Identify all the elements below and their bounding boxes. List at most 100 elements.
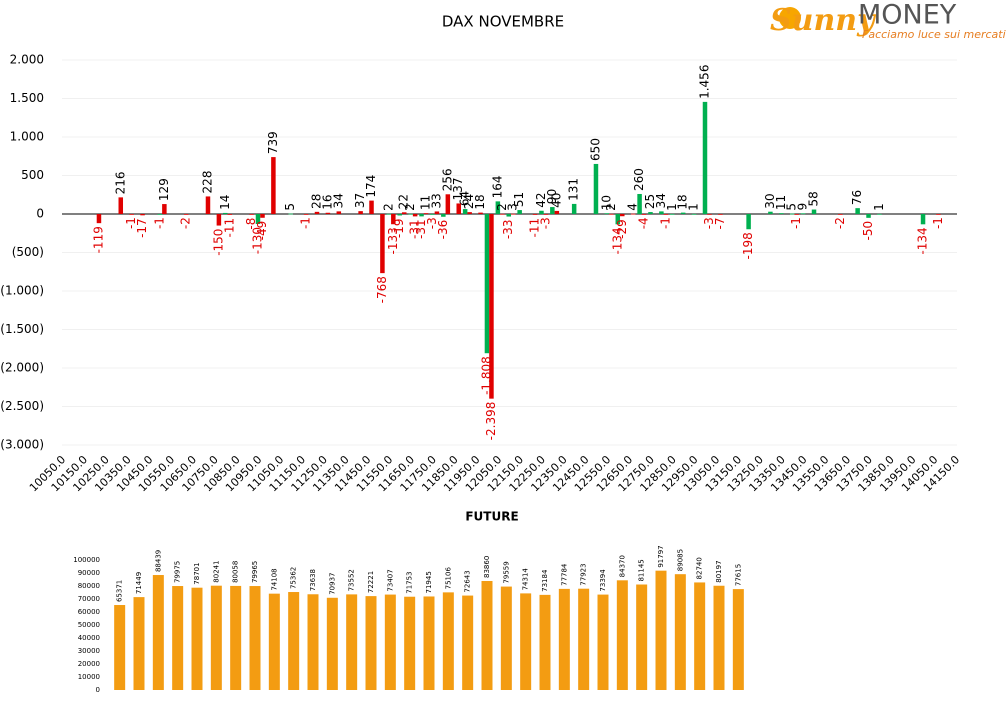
data-label: 76: [850, 190, 864, 205]
data-label: 80058: [232, 561, 240, 583]
bar: [609, 213, 614, 215]
logo-tagline: Facciamo luce sui mercati: [862, 28, 1006, 41]
data-label: 34: [654, 193, 668, 208]
data-label: -50: [861, 221, 875, 241]
data-label: 51: [512, 192, 526, 207]
data-label: -36: [436, 220, 450, 240]
bar: [255, 214, 261, 225]
data-label: 174: [364, 175, 378, 198]
data-label: 28: [310, 194, 324, 209]
bar: [539, 594, 551, 690]
data-label: 18: [676, 194, 690, 209]
data-label: 71449: [135, 572, 143, 594]
logo-script: Sunny: [770, 3, 877, 38]
data-label: 5: [785, 203, 799, 211]
data-label: -1: [658, 217, 672, 229]
data-label: 74108: [270, 568, 278, 590]
y-tick-label: (2.000): [0, 361, 44, 375]
y-tick-label: 30000: [78, 647, 100, 655]
data-label: -2.398: [484, 402, 498, 441]
data-label: 89085: [676, 549, 684, 571]
bar: [506, 214, 511, 217]
data-label: -17: [135, 218, 149, 238]
bar: [162, 204, 167, 214]
data-label: 2: [403, 203, 417, 211]
data-label: 75362: [290, 567, 298, 589]
data-label: 5: [283, 203, 297, 211]
data-label: 11: [419, 195, 433, 210]
bar: [205, 196, 211, 214]
bar: [674, 574, 686, 690]
bar: [630, 213, 636, 215]
bar: [578, 588, 590, 690]
bar: [779, 213, 784, 214]
bar: [702, 101, 708, 214]
y-tick-label: 90000: [78, 569, 100, 577]
bar: [441, 214, 446, 217]
data-label: 2: [604, 203, 618, 211]
data-label: -1: [152, 217, 166, 229]
data-label: 40: [549, 193, 563, 208]
bar: [811, 209, 817, 214]
data-label: -1: [789, 217, 803, 229]
bar: [434, 211, 440, 214]
bar: [114, 605, 126, 690]
data-label: 79965: [251, 561, 259, 583]
data-label: 260: [632, 168, 646, 191]
data-label: 91797: [657, 545, 665, 567]
bar: [129, 214, 134, 215]
data-label: 71945: [425, 571, 433, 593]
bar: [307, 594, 319, 690]
logo: Sunny MONEY Facciamo luce sui mercati: [770, 0, 1006, 41]
bar: [172, 586, 184, 690]
y-tick-label: (2.500): [0, 399, 44, 413]
data-label: 650: [588, 138, 602, 161]
data-label: -768: [375, 276, 389, 303]
data-label: 65371: [116, 580, 124, 602]
bar: [593, 163, 599, 214]
bar: [936, 214, 941, 215]
bar: [325, 212, 331, 214]
bar: [404, 596, 416, 690]
bar: [659, 211, 664, 214]
bar: [140, 214, 145, 216]
data-label: 80197: [715, 560, 723, 582]
data-label: 73552: [348, 569, 356, 591]
data-label: 22: [397, 194, 411, 209]
bar: [216, 214, 222, 226]
data-label: 73184: [541, 569, 549, 592]
bar: [249, 586, 261, 690]
data-label: -3: [425, 217, 439, 229]
data-label: 1.456: [697, 65, 711, 99]
bar: [558, 588, 570, 690]
bar: [462, 595, 474, 690]
y-tick-label: (3.000): [0, 438, 44, 452]
data-label: 80241: [212, 560, 220, 582]
data-label: -130: [250, 227, 264, 254]
bar: [489, 214, 494, 399]
data-label: 78701: [193, 562, 201, 584]
logo-brand: MONEY: [858, 0, 957, 31]
bar: [543, 214, 549, 215]
bar: [500, 213, 505, 215]
bar: [384, 594, 396, 690]
bar: [746, 214, 751, 230]
y-tick-label: 2.000: [10, 53, 44, 67]
bar: [794, 214, 799, 215]
bar: [636, 584, 648, 690]
bar: [616, 580, 628, 690]
bar: [641, 214, 647, 215]
bar: [920, 214, 926, 225]
data-label: -1: [299, 217, 313, 229]
data-label: -29: [615, 219, 629, 239]
bar: [838, 214, 843, 215]
chart-title: FUTURE: [465, 510, 518, 524]
data-label: -19: [392, 218, 406, 238]
bar: [223, 212, 228, 214]
bar: [423, 596, 435, 690]
bar: [718, 214, 723, 215]
data-label: -150: [211, 229, 225, 256]
bar: [227, 214, 233, 215]
data-label: 131: [567, 178, 581, 201]
